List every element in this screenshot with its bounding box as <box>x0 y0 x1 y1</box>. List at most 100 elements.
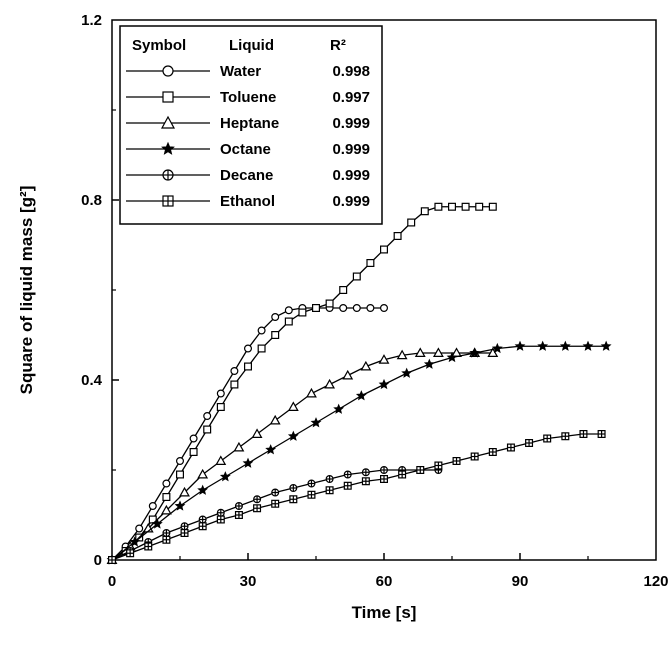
data-point <box>257 326 266 335</box>
data-point <box>407 218 416 227</box>
x-tick-label: 30 <box>240 573 257 590</box>
data-point <box>325 299 334 308</box>
data-point <box>487 347 499 357</box>
legend-row-heptane: Heptane 0.999 <box>126 115 370 132</box>
data-point <box>162 535 171 544</box>
data-point <box>162 528 171 537</box>
data-point <box>366 304 375 313</box>
x-tick-label: 0 <box>108 573 116 590</box>
data-point <box>203 412 212 421</box>
data-point <box>559 340 571 351</box>
y-axis-title: Square of liquid mass [g²] <box>17 186 36 395</box>
legend-header-symbol: Symbol <box>132 37 186 54</box>
data-point <box>253 504 262 513</box>
series-decane <box>107 466 443 564</box>
data-point <box>461 202 470 211</box>
data-point <box>216 389 225 398</box>
data-point <box>287 401 299 411</box>
data-point <box>537 340 549 351</box>
legend-r2-value: 0.999 <box>332 141 370 158</box>
legend-liquid-name: Toluene <box>220 89 276 106</box>
data-point <box>271 331 280 340</box>
x-tick-label: 120 <box>643 573 668 590</box>
data-point <box>597 430 606 439</box>
legend-r2-value: 0.998 <box>332 63 370 80</box>
data-point <box>148 502 157 511</box>
data-point <box>198 515 207 524</box>
x-axis-title: Time [s] <box>352 603 417 622</box>
data-point <box>352 304 361 313</box>
data-point <box>600 340 612 351</box>
series-line <box>111 352 493 561</box>
data-point <box>271 313 280 322</box>
data-point <box>339 286 348 295</box>
data-point <box>393 232 402 241</box>
data-point <box>271 499 280 508</box>
data-point <box>176 470 185 479</box>
data-point <box>525 439 534 448</box>
data-point <box>189 434 198 443</box>
data-point <box>180 522 189 531</box>
legend-row-octane: Octane 0.999 <box>126 141 370 158</box>
legend-liquid-name: Octane <box>220 141 271 158</box>
data-point <box>420 207 429 216</box>
data-point <box>543 434 552 443</box>
data-point <box>129 536 141 547</box>
series-layer <box>106 202 612 565</box>
data-point <box>197 484 209 495</box>
data-point <box>215 455 227 465</box>
data-point <box>174 500 186 511</box>
data-point <box>378 378 390 390</box>
data-point <box>298 308 307 317</box>
data-point <box>216 508 225 517</box>
series-toluene <box>107 202 497 564</box>
legend-r2-value: 0.999 <box>332 193 370 210</box>
data-point <box>434 461 443 470</box>
legend-marker <box>162 91 174 103</box>
data-point <box>126 549 135 558</box>
data-point <box>398 470 407 479</box>
data-point <box>284 317 293 326</box>
data-point <box>244 362 253 371</box>
axis-ticks: 0 30 60 90 120 0 0.4 0.8 1.2 <box>81 12 668 590</box>
series-ethanol <box>107 430 606 564</box>
data-point <box>333 403 345 414</box>
data-point <box>242 457 254 468</box>
legend-marker <box>160 115 176 129</box>
data-point <box>579 430 588 439</box>
legend-row-decane: Decane 0.999 <box>126 167 370 184</box>
data-point <box>434 202 443 211</box>
data-point <box>355 390 367 401</box>
legend-liquid-name: Decane <box>220 167 273 184</box>
data-point <box>198 522 207 531</box>
legend-row-toluene: Toluene 0.997 <box>126 89 370 106</box>
data-point <box>325 486 334 495</box>
y-tick-label: 1.2 <box>81 12 102 29</box>
data-point <box>234 511 243 520</box>
data-point <box>271 488 280 497</box>
data-point <box>448 202 457 211</box>
legend: Symbol Liquid R² Water 0.998 Toluene 0.997 H… <box>119 25 383 225</box>
data-point <box>380 466 389 475</box>
legend-liquid-name: Water <box>220 63 261 80</box>
data-point <box>361 468 370 477</box>
legend-r2-value: 0.997 <box>332 89 370 106</box>
legend-r2-value: 0.999 <box>332 115 370 132</box>
data-point <box>475 202 484 211</box>
data-point <box>234 502 243 511</box>
data-point <box>488 202 497 211</box>
data-point <box>416 466 425 475</box>
legend-liquid-name: Ethanol <box>220 193 275 210</box>
data-point <box>216 515 225 524</box>
legend-header-liquid: Liquid <box>229 37 274 54</box>
legend-marker <box>162 169 174 181</box>
data-point <box>414 347 426 357</box>
data-point <box>135 524 144 533</box>
legend-marker <box>161 141 175 155</box>
data-point <box>203 425 212 434</box>
series-line <box>111 433 602 561</box>
data-point <box>396 349 408 360</box>
data-point <box>230 380 239 389</box>
data-point <box>488 448 497 457</box>
